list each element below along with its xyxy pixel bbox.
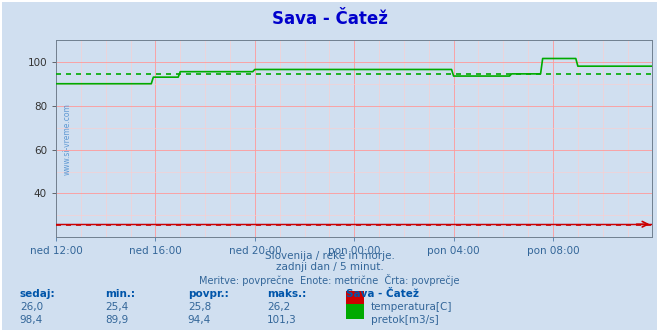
Text: 89,9: 89,9 [105,315,129,325]
Text: pretok[m3/s]: pretok[m3/s] [371,315,439,325]
Text: Slovenija / reke in morje.: Slovenija / reke in morje. [264,251,395,261]
Text: min.:: min.: [105,289,136,299]
Text: 25,4: 25,4 [105,302,129,312]
Text: Meritve: povprečne  Enote: metrične  Črta: povprečje: Meritve: povprečne Enote: metrične Črta:… [199,274,460,286]
Text: 101,3: 101,3 [267,315,297,325]
Text: 25,8: 25,8 [188,302,211,312]
Text: temperatura[C]: temperatura[C] [371,302,453,312]
Text: 26,0: 26,0 [20,302,43,312]
Text: maks.:: maks.: [267,289,306,299]
Text: povpr.:: povpr.: [188,289,229,299]
Text: 94,4: 94,4 [188,315,211,325]
Text: sedaj:: sedaj: [20,289,55,299]
Text: www.si-vreme.com: www.si-vreme.com [62,103,71,175]
Text: zadnji dan / 5 minut.: zadnji dan / 5 minut. [275,262,384,272]
Text: Sava - Čatež: Sava - Čatež [272,10,387,28]
Text: 98,4: 98,4 [20,315,43,325]
Text: Sava - Čatež: Sava - Čatež [346,289,419,299]
Text: 26,2: 26,2 [267,302,290,312]
